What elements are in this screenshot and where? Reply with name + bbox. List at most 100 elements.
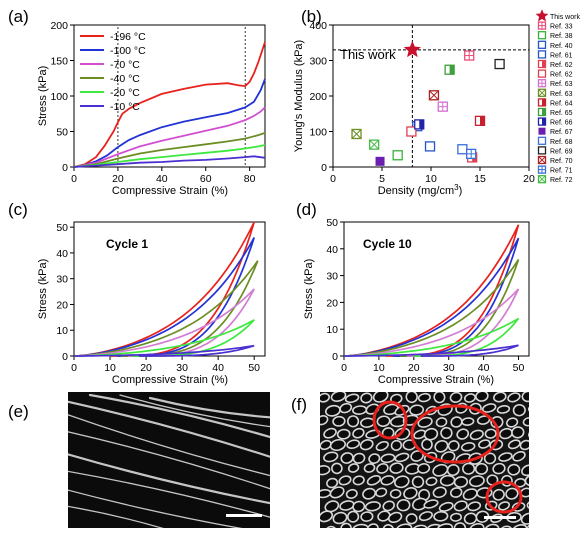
chart-b-legend-label: Ref. 67 [550, 129, 573, 136]
chart-b-legend-marker [537, 69, 547, 78]
sem-cell [329, 486, 345, 499]
sem-cell [432, 486, 447, 499]
chart-a-xlabel: Compressive Strain (%) [112, 185, 228, 197]
chart-a-series-line [73, 78, 266, 168]
sem-cell [366, 475, 382, 486]
chart-c-lines [73, 221, 259, 357]
chart-c-ticks: 0 10 20 30 40 50 0 10 20 30 40 50 [56, 222, 260, 374]
chart-b-legend-label: Ref. 61 [550, 52, 573, 59]
sem-cell [417, 416, 433, 428]
chart-b-legend-marker [537, 146, 547, 155]
sem-cell [375, 440, 389, 452]
chart-d-ytick-label: 50 [326, 217, 338, 229]
chart-b-legend-marker [537, 59, 547, 69]
panel-label-b: (b) [301, 7, 322, 26]
sem-cell [372, 392, 389, 403]
chart-b-legend-label: Ref. 72 [550, 177, 573, 184]
chart-b-legend-marker [537, 175, 547, 184]
sem-cell [360, 417, 375, 428]
sem-cell [376, 415, 391, 427]
chart-b-legend-label: Ref. 70 [550, 158, 573, 165]
chart-c-xtick-label: 30 [176, 362, 188, 374]
chart-b-legend-marker [537, 107, 547, 117]
marker-x [538, 88, 546, 97]
chart-d-xtick-label: 10 [373, 362, 385, 374]
chart-b-legend-label: Ref. 65 [550, 110, 573, 117]
marker-square [392, 150, 403, 161]
sem-cell [461, 417, 475, 426]
sem-cell [435, 417, 448, 428]
sem-cell [449, 392, 463, 403]
marker-half-fill [419, 119, 424, 129]
sem-cell [346, 439, 361, 450]
chart-b-legend-label: Ref. 63 [550, 91, 573, 98]
sem-cell [352, 475, 365, 486]
highlight-circle-1 [372, 400, 408, 440]
sem-cell [320, 415, 329, 426]
sem-cell [521, 392, 529, 403]
sem-cell [380, 453, 396, 464]
chart-b-legend-label: Ref. 62 [550, 62, 573, 69]
panel-label-f: (f) [291, 395, 307, 414]
chart-d-loop [343, 317, 520, 357]
chart-c-loop [73, 288, 255, 357]
chart-b-legend-marker [538, 127, 546, 135]
chart-d-xtick-label: 40 [478, 362, 490, 374]
chart-b-legend-label: This work [550, 14, 580, 21]
sem-cell [453, 522, 467, 528]
sem-cell [446, 464, 460, 476]
chart-c-ytick-label: 40 [56, 248, 68, 260]
sem-cell [453, 500, 468, 512]
chart-c-xtick-label: 10 [104, 362, 116, 374]
sem-cell [338, 475, 352, 486]
panel-label-a: (a) [8, 7, 29, 26]
sem-cell [527, 404, 529, 414]
sem-cell [411, 524, 428, 528]
sem-cell [417, 463, 431, 474]
marker-half-fill [542, 60, 546, 68]
sem-e-fibers [68, 393, 270, 528]
sem-cell [493, 392, 507, 403]
chart-d-ytick-label: 0 [332, 351, 338, 363]
marker-x [538, 175, 546, 184]
sem-cell [492, 462, 506, 475]
chart-b-legend-label: Ref. 68 [550, 139, 573, 146]
chart-a: 0 20 40 60 80 0 50 100 150 200 -196 °C -100 °C -70 … [37, 20, 266, 197]
sem-cell [467, 501, 482, 512]
sem-cell [389, 462, 404, 474]
chart-c-ytick-label: 10 [56, 325, 68, 337]
chart-b-xtick-label: 0 [330, 173, 336, 185]
chart-a-legend-label: -100 °C [110, 45, 146, 57]
sem-cell [492, 488, 505, 501]
sem-cell [332, 415, 346, 427]
chart-b-legend-label: Ref. 63 [550, 81, 573, 88]
sem-cell [512, 451, 526, 462]
sem-cell [352, 405, 368, 415]
highlight-circle-3 [485, 480, 523, 514]
chart-b-xtick-label: 10 [425, 173, 437, 185]
chart-b-legend-label: Ref. 38 [550, 33, 573, 40]
sem-cell [478, 439, 491, 449]
panel-label-d: (d) [296, 200, 317, 219]
chart-b-ylabel: Young's Modulus (kPa) [293, 40, 305, 152]
sem-cell [324, 500, 340, 513]
sem-cell [437, 523, 454, 528]
marker-x [429, 90, 439, 101]
chart-c-xtick-label: 40 [212, 362, 224, 374]
marker-square [375, 156, 385, 166]
chart-b-legend-marker [537, 165, 547, 174]
chart-a-xtick-label: 60 [200, 173, 212, 185]
chart-b-point [457, 144, 468, 155]
chart-c-ytick-label: 30 [56, 274, 68, 286]
chart-b-xtick-label: 15 [474, 173, 486, 185]
sem-cell [387, 511, 403, 524]
marker-square [537, 31, 547, 40]
sem-cell [421, 438, 433, 451]
chart-d-xtick-label: 30 [443, 362, 455, 374]
marker-x [538, 156, 546, 164]
sem-image-f [320, 392, 529, 528]
chart-a-ylabel: Stress (kPa) [37, 66, 49, 127]
sem-fiber [68, 414, 270, 477]
sem-cell [389, 488, 402, 499]
